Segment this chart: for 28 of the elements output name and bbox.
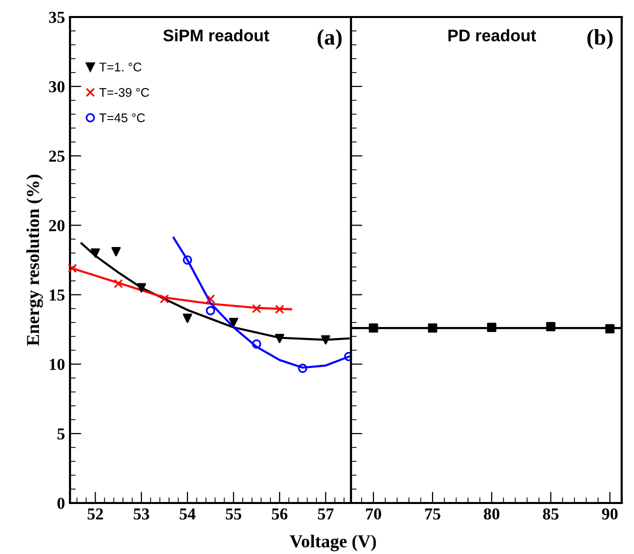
x-tick-label: 53 (134, 508, 150, 520)
x-tick-label: 80 (484, 508, 500, 520)
x-tick-label: 85 (542, 508, 558, 520)
x-tick-label: 75 (425, 508, 440, 520)
x-tick-label: 55 (226, 508, 242, 520)
y-tick-label: 30 (49, 81, 65, 92)
x-tick-label: 70 (366, 508, 382, 520)
text: PD readout (448, 29, 536, 42)
x-tick-label: 52 (88, 508, 103, 520)
y-tick-label: 15 (50, 289, 65, 301)
x-tick-label: 90 (602, 508, 618, 520)
x-tick-label: 56 (272, 508, 288, 520)
y-tick-label: 0 (57, 498, 65, 509)
y-tick-label: 35 (49, 12, 65, 23)
x-tick-label: 57 (318, 508, 334, 520)
x-axis-title: Voltage (V) (290, 534, 376, 552)
y-tick-label: 5 (57, 428, 65, 440)
legend-label: T=45 °C (99, 113, 145, 122)
x-tick-label: 54 (180, 508, 196, 520)
y-axis-title: Energy resolution (%) (26, 174, 43, 346)
y-tick-label: 25 (49, 150, 65, 162)
text: SiPM readout (163, 29, 270, 42)
y-tick-label: 10 (50, 358, 65, 370)
legend-label: T=-39 °C (99, 88, 150, 97)
annotation: (b) (587, 29, 613, 50)
legend-label: T=1. °C (99, 62, 142, 72)
annotation: (a) (318, 29, 342, 50)
y-tick-label: 20 (49, 220, 65, 232)
